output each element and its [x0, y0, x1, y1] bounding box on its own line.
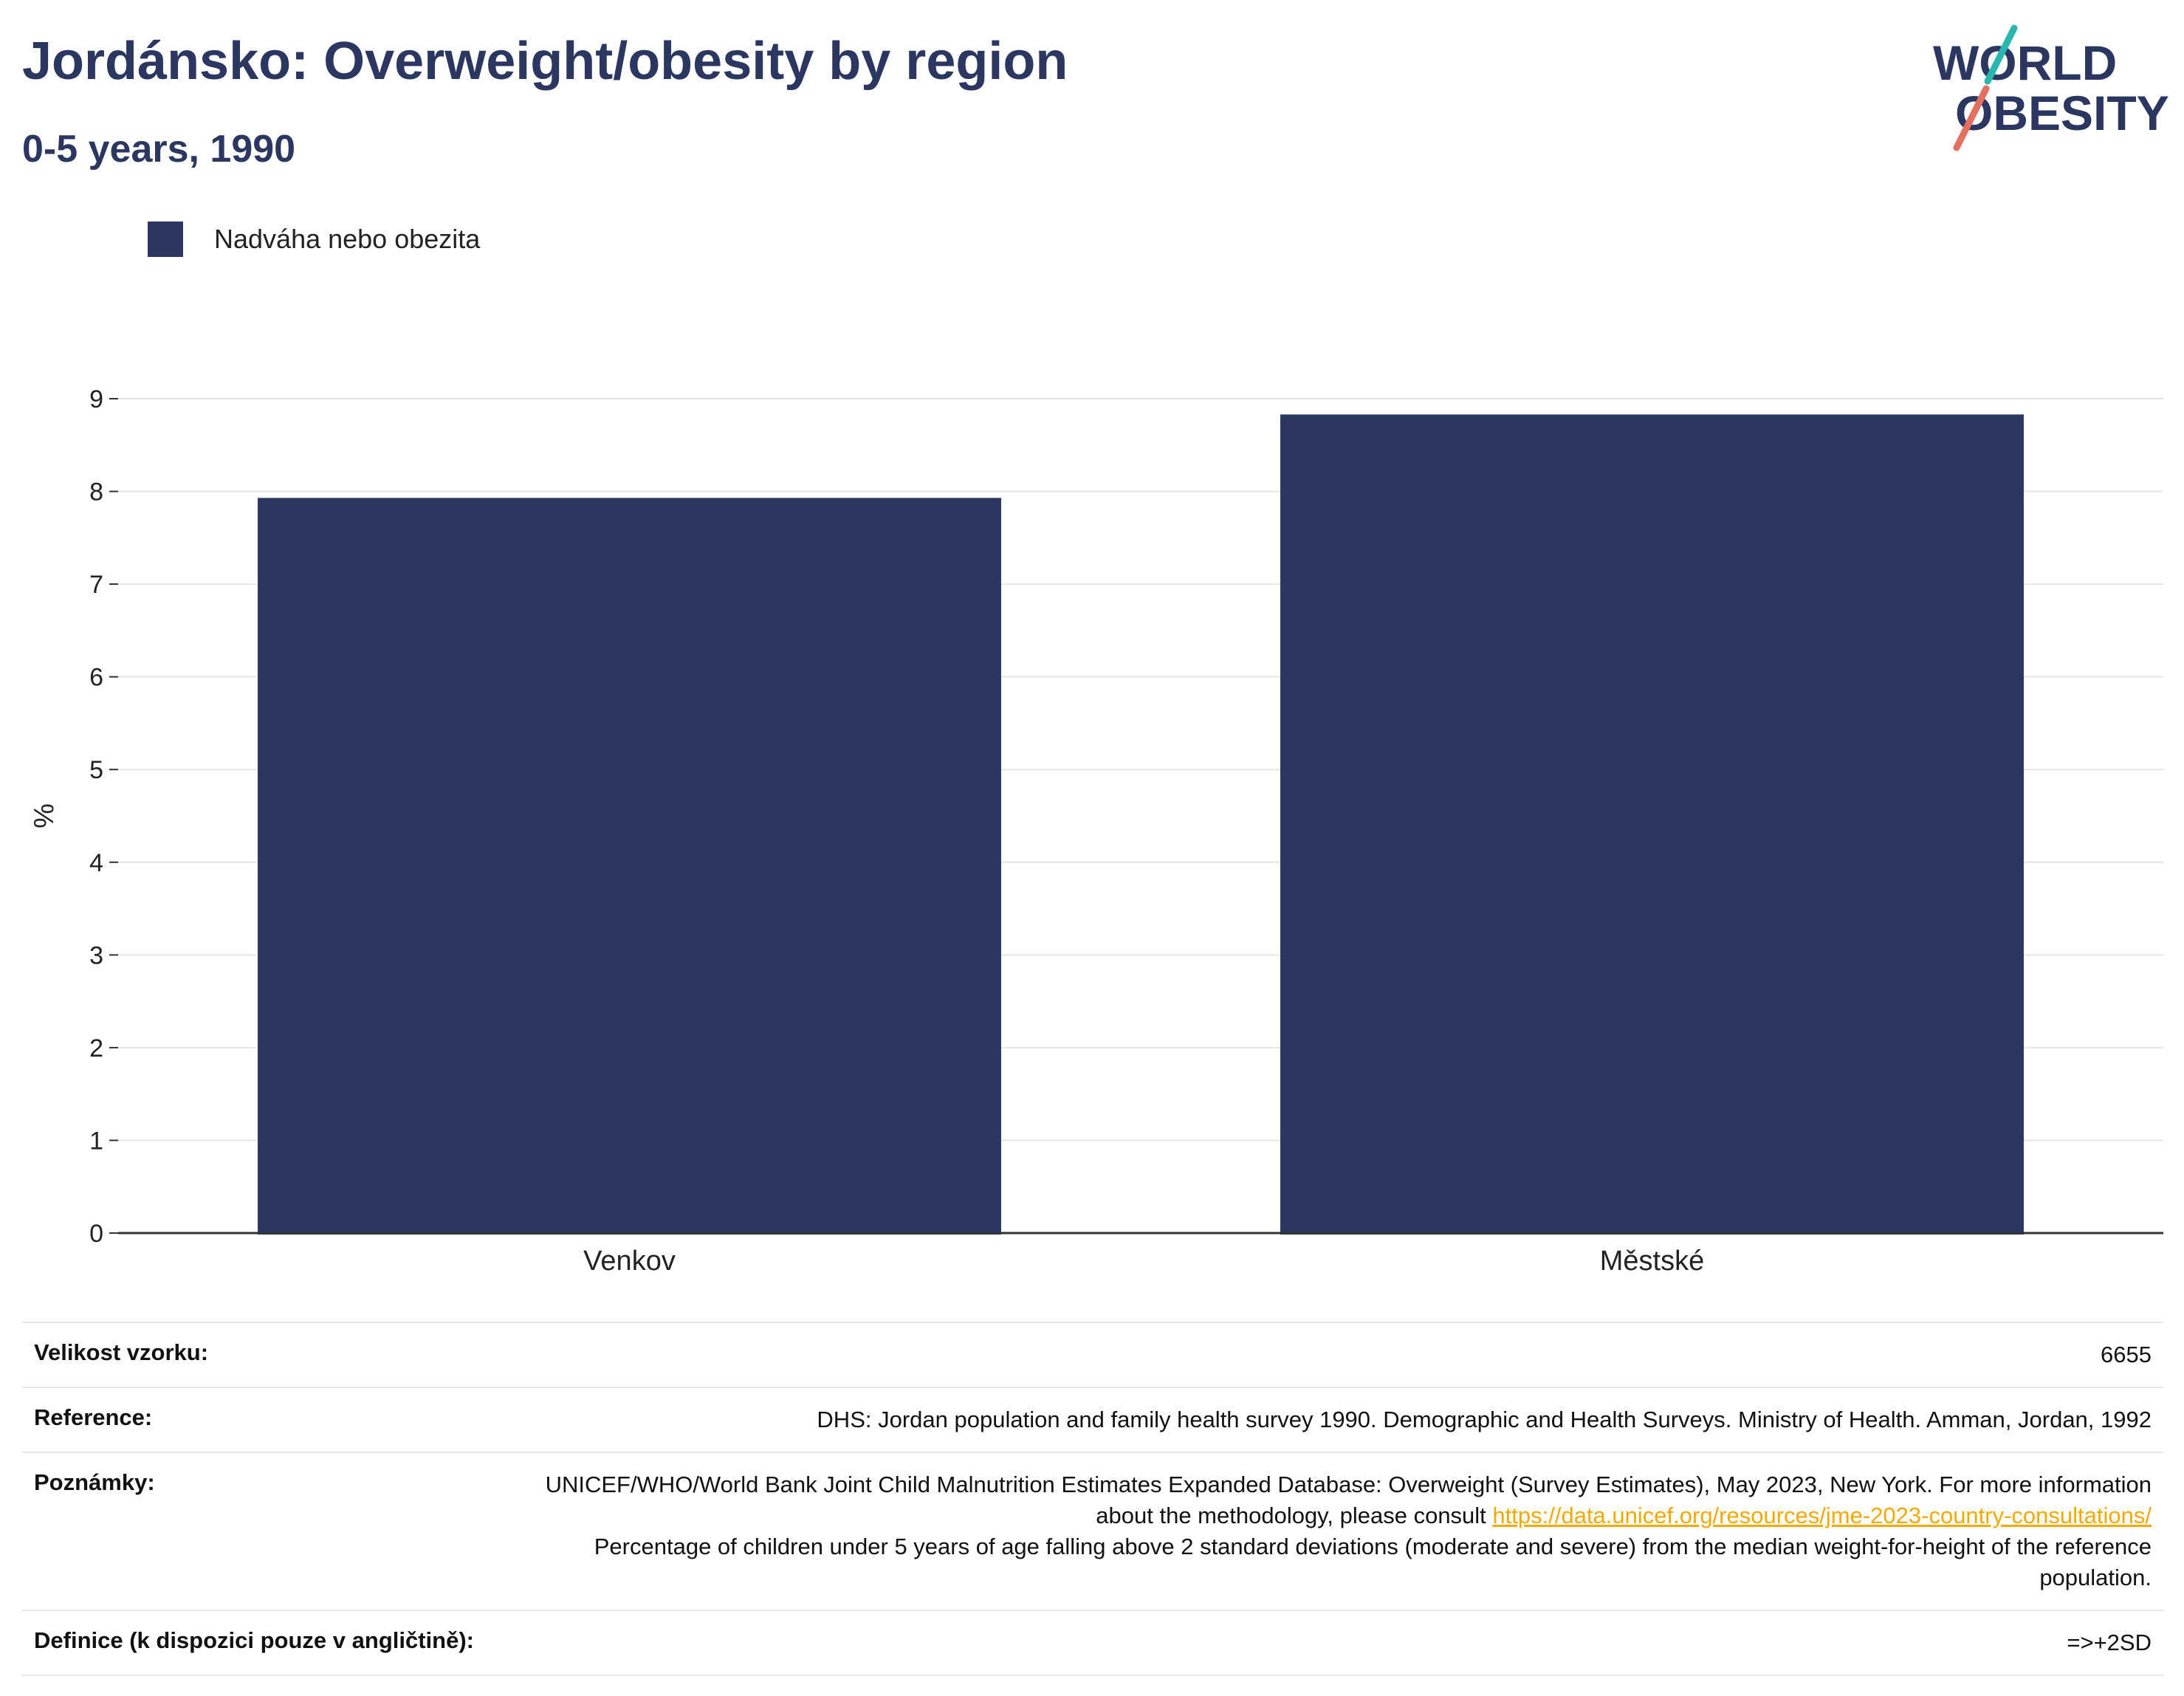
- y-tick-label: 7: [89, 571, 103, 599]
- logo-slash-coral: [1953, 85, 1990, 151]
- bar: [1280, 414, 2024, 1235]
- notes-row: Poznámky: UNICEF/WHO/World Bank Joint Ch…: [22, 1452, 2163, 1610]
- world-obesity-logo[interactable]: WORLD OBESITY: [1927, 21, 2171, 157]
- x-tick-label: Venkov: [583, 1246, 676, 1277]
- notes-label: Poznámky:: [34, 1469, 155, 1495]
- y-tick-label: 1: [89, 1127, 103, 1155]
- notes-value: UNICEF/WHO/World Bank Joint Child Malnut…: [498, 1469, 2152, 1593]
- definition-row: Definice (k dispozici pouze v angličtině…: [22, 1610, 2163, 1676]
- y-tick-label: 2: [89, 1034, 103, 1062]
- reference-row: Reference: DHS: Jordan population and fa…: [22, 1387, 2163, 1452]
- y-tick-label: 6: [89, 664, 103, 692]
- sample-size-value: 6655: [2101, 1342, 2152, 1367]
- y-tick-label: 8: [89, 478, 103, 507]
- x-tick-label: Městské: [1600, 1246, 1704, 1277]
- y-tick-label: 5: [89, 756, 103, 784]
- methodology-link[interactable]: https://data.unicef.org/resources/jme-20…: [1492, 1503, 2152, 1528]
- logo-graphic: WORLD OBESITY: [1933, 24, 2169, 151]
- legend-label: Nadváha nebo obezita: [214, 224, 481, 254]
- sample-size-label: Velikost vzorku:: [34, 1339, 209, 1365]
- reference-label: Reference:: [34, 1404, 153, 1430]
- bar-chart: 0 1 2 3 4 5 6 7 8 9% Venkov Městské: [29, 385, 2163, 1277]
- notes-text-1: UNICEF/WHO/World Bank Joint Child Malnut…: [545, 1472, 2152, 1528]
- bar: [258, 498, 1001, 1235]
- logo-line2: OBESITY: [1955, 86, 2169, 140]
- logo-line1: WORLD: [1933, 35, 2117, 90]
- definition-value: =>+2SD: [2067, 1630, 2152, 1655]
- sample-size-row: Velikost vzorku: 6655: [22, 1322, 2163, 1387]
- definition-label: Definice (k dispozici pouze v angličtině…: [34, 1627, 474, 1653]
- chart-legend[interactable]: Nadváha nebo obezita: [148, 220, 480, 258]
- reference-value: DHS: Jordan population and family health…: [817, 1407, 2152, 1432]
- chart-title: Jordánsko: Overweight/obesity by region: [22, 32, 1068, 91]
- y-tick-label: 0: [89, 1220, 103, 1248]
- y-tick-label: 9: [89, 385, 103, 413]
- notes-text-2: Percentage of children under 5 years of …: [594, 1534, 2152, 1590]
- y-tick-label: 3: [89, 941, 103, 969]
- info-table: Velikost vzorku: 6655 Reference: DHS: Jo…: [22, 1322, 2163, 1676]
- logo-slash-teal: [1984, 24, 2018, 85]
- legend-swatch: [148, 222, 183, 257]
- chart-subtitle: 0-5 years, 1990: [22, 128, 296, 171]
- y-tick-label: 4: [89, 849, 103, 877]
- y-axis-label: %: [29, 803, 60, 828]
